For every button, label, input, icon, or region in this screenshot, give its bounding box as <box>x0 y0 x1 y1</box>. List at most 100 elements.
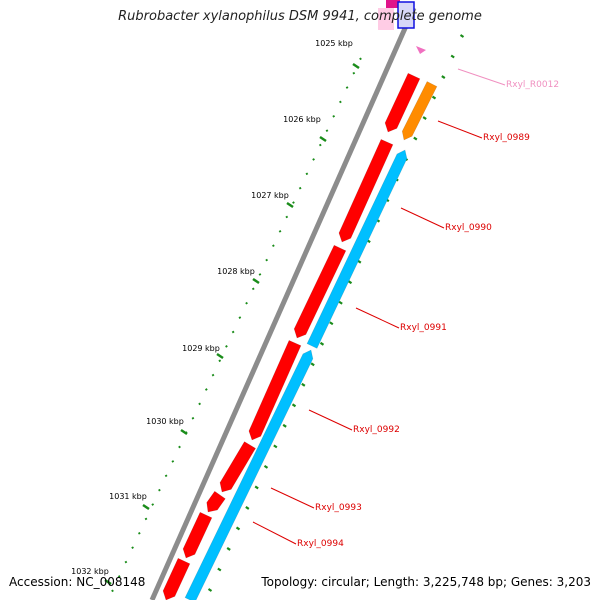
gene-forward <box>384 72 421 133</box>
kbp-label: 1031 kbp <box>109 492 147 501</box>
minor-tick <box>158 488 161 492</box>
outer-tick <box>291 403 297 408</box>
gene-label: Rxyl_0989 <box>483 133 530 143</box>
gene-label: Rxyl_0992 <box>353 425 400 435</box>
minor-tick <box>305 172 309 176</box>
outer-tick <box>207 588 213 592</box>
outer-tick <box>235 526 241 531</box>
outer-tick <box>254 485 259 490</box>
gene-label: Rxyl_0993 <box>315 503 362 513</box>
minor-tick <box>251 287 255 291</box>
outer-tick <box>263 464 269 469</box>
gene-blue <box>397 1 415 29</box>
outer-tick <box>273 444 278 449</box>
minor-tick <box>218 359 222 363</box>
gene-label-leader <box>457 68 506 86</box>
minor-tick <box>211 373 215 377</box>
gene-forward <box>206 490 226 513</box>
tick-layer <box>104 34 465 593</box>
label-layer: 1025 kbp 1026 kbp 1027 kbp 1028 kbp 1029 kbp… <box>71 39 559 576</box>
minor-tick <box>272 244 275 248</box>
outer-tick <box>245 506 250 510</box>
outer-tick <box>301 382 306 387</box>
gene-orange <box>401 81 438 141</box>
gene-label: Rxyl_0990 <box>445 223 492 233</box>
gene-rna-arrow <box>416 46 426 54</box>
gene-label-leader <box>400 207 445 229</box>
major-tick <box>286 201 294 209</box>
minor-tick <box>292 201 295 204</box>
gene-label: Rxyl_0991 <box>400 323 447 333</box>
gene-label: Rxyl_R0012 <box>506 80 559 90</box>
outer-tick <box>347 280 353 285</box>
outer-tick <box>329 321 334 326</box>
minor-tick <box>265 258 269 262</box>
minor-tick <box>144 517 148 521</box>
gene-forward <box>248 339 302 441</box>
gene-forward <box>293 244 347 339</box>
minor-tick <box>238 316 242 319</box>
outer-tick <box>217 567 222 572</box>
minor-tick <box>191 416 195 420</box>
gene-rna <box>378 8 394 30</box>
kbp-label: 1025 kbp <box>315 39 353 48</box>
gene-label-leader <box>308 409 353 431</box>
minor-tick <box>198 402 201 406</box>
gene-forward <box>219 441 256 493</box>
outer-tick <box>413 136 418 141</box>
minor-tick <box>178 445 181 449</box>
gene-label-leader <box>437 120 483 139</box>
minor-tick <box>298 186 302 190</box>
kbp-label: 1029 kbp <box>182 344 220 353</box>
minor-tick <box>245 301 248 305</box>
major-tick <box>319 135 327 143</box>
genome-summary-text: Topology: circular; Length: 3,225,748 bp… <box>261 575 591 589</box>
minor-tick <box>339 100 342 104</box>
kbp-label: 1028 kbp <box>217 267 255 276</box>
major-tick <box>216 352 224 360</box>
minor-tick <box>231 330 235 334</box>
gene-label-leader <box>355 307 400 329</box>
minor-tick <box>318 143 322 147</box>
major-tick <box>104 578 112 586</box>
major-tick <box>142 503 150 511</box>
minor-tick <box>117 575 121 578</box>
gene-reverse <box>184 349 314 600</box>
minor-tick <box>359 57 362 61</box>
map-title: Rubrobacter xylanophilus DSM 9941, compl… <box>118 9 482 24</box>
kbp-label: 1032 kbp <box>71 567 109 576</box>
genome-backbone <box>149 6 417 600</box>
minor-tick <box>225 345 228 348</box>
kbp-label: 1027 kbp <box>251 191 289 200</box>
minor-tick <box>137 531 141 535</box>
gene-forward <box>338 138 394 243</box>
minor-tick <box>352 71 356 75</box>
outer-tick <box>310 362 315 367</box>
gene-forward <box>162 557 191 600</box>
outer-tick <box>282 423 287 428</box>
kbp-label: 1030 kbp <box>146 417 184 426</box>
gene-layer <box>162 0 438 600</box>
outer-tick <box>226 547 231 551</box>
minor-tick <box>131 546 134 549</box>
minor-tick <box>278 230 282 233</box>
major-tick <box>252 277 260 285</box>
outer-tick <box>441 75 446 79</box>
gene-label-leader <box>270 487 315 509</box>
outer-tick <box>459 34 465 38</box>
minor-tick <box>285 215 289 219</box>
minor-tick <box>151 503 155 506</box>
minor-tick <box>164 474 168 478</box>
minor-tick <box>325 129 329 133</box>
minor-tick <box>312 158 315 161</box>
minor-tick <box>171 460 175 463</box>
accession-text: Accession: NC_008148 <box>9 575 146 589</box>
minor-tick <box>204 388 208 391</box>
gene-forward <box>182 511 213 559</box>
minor-tick <box>184 431 188 434</box>
minor-tick <box>345 86 349 89</box>
minor-tick <box>258 273 262 276</box>
major-tick <box>352 62 360 70</box>
gene-reverse <box>306 149 408 349</box>
